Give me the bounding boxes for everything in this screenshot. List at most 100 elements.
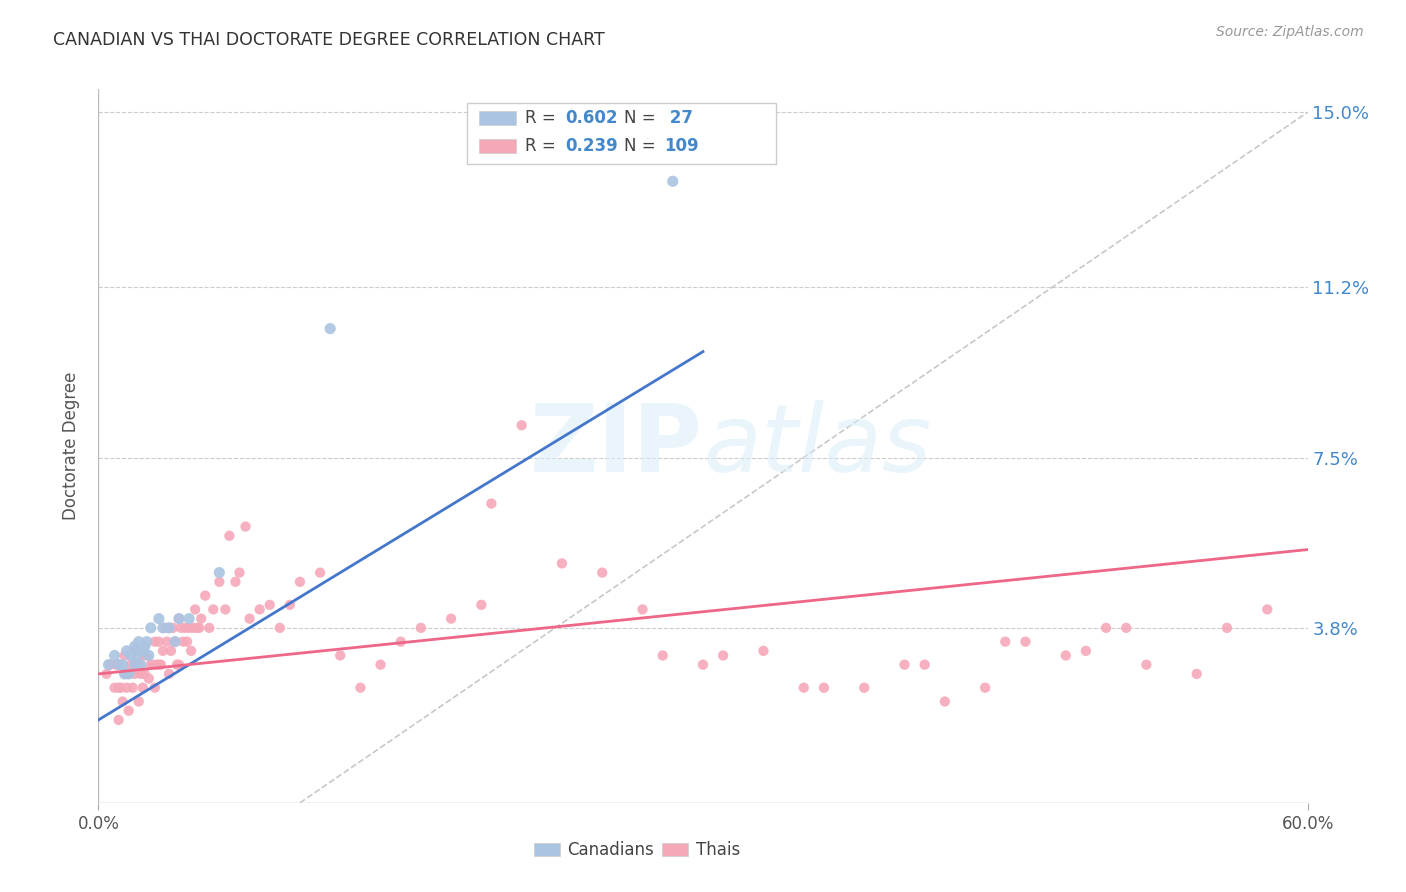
Point bbox=[107, 657, 129, 672]
Point bbox=[208, 566, 231, 580]
Point bbox=[148, 612, 170, 626]
Point bbox=[692, 657, 714, 672]
Point bbox=[132, 648, 155, 663]
Point bbox=[103, 681, 125, 695]
Point bbox=[235, 519, 257, 533]
Point bbox=[349, 681, 371, 695]
Point bbox=[409, 621, 432, 635]
Text: N =: N = bbox=[624, 109, 661, 127]
Point bbox=[156, 634, 179, 648]
Point bbox=[1115, 621, 1137, 635]
Point bbox=[470, 598, 492, 612]
Point bbox=[148, 657, 170, 672]
Point bbox=[793, 681, 815, 695]
Point bbox=[111, 657, 134, 672]
Point bbox=[188, 621, 211, 635]
Point bbox=[152, 644, 174, 658]
Point bbox=[174, 621, 197, 635]
Point bbox=[1095, 621, 1118, 635]
Text: Canadians: Canadians bbox=[568, 841, 654, 859]
Point bbox=[1054, 648, 1077, 663]
Point bbox=[1014, 634, 1036, 648]
Point bbox=[124, 640, 146, 654]
Point bbox=[166, 657, 188, 672]
Point bbox=[893, 657, 915, 672]
Point bbox=[139, 621, 162, 635]
Point bbox=[96, 666, 118, 681]
Text: ZIP: ZIP bbox=[530, 400, 703, 492]
Point bbox=[125, 657, 148, 672]
Point bbox=[135, 648, 157, 663]
Text: R =: R = bbox=[526, 137, 561, 155]
Point bbox=[115, 681, 138, 695]
Text: Thais: Thais bbox=[696, 841, 740, 859]
Point bbox=[167, 612, 190, 626]
FancyBboxPatch shape bbox=[467, 103, 776, 164]
Point bbox=[121, 681, 143, 695]
Point bbox=[114, 666, 136, 681]
Point bbox=[389, 634, 412, 648]
Point bbox=[107, 681, 129, 695]
Point bbox=[163, 634, 186, 648]
Point bbox=[218, 529, 240, 543]
Point bbox=[124, 644, 146, 658]
Point bbox=[190, 612, 212, 626]
Point bbox=[551, 557, 574, 571]
Point bbox=[142, 657, 165, 672]
Point bbox=[214, 602, 236, 616]
Bar bbox=[479, 111, 516, 125]
Text: 27: 27 bbox=[664, 109, 693, 127]
Point bbox=[107, 713, 129, 727]
Point bbox=[202, 602, 225, 616]
Point bbox=[914, 657, 936, 672]
Point bbox=[143, 681, 166, 695]
Point bbox=[974, 681, 997, 695]
Point bbox=[125, 648, 148, 663]
Point bbox=[329, 648, 352, 663]
Point bbox=[128, 657, 150, 672]
Point bbox=[319, 321, 342, 335]
Point bbox=[115, 644, 138, 658]
Point bbox=[134, 640, 156, 654]
Text: CANADIAN VS THAI DOCTORATE DEGREE CORRELATION CHART: CANADIAN VS THAI DOCTORATE DEGREE CORREL… bbox=[53, 31, 605, 49]
Point bbox=[153, 621, 176, 635]
Point bbox=[224, 574, 246, 589]
Text: 0.602: 0.602 bbox=[565, 109, 617, 127]
Point bbox=[170, 621, 193, 635]
Point bbox=[278, 598, 301, 612]
Point bbox=[100, 657, 122, 672]
Point bbox=[1185, 666, 1208, 681]
Point bbox=[132, 681, 155, 695]
Point bbox=[118, 704, 141, 718]
Point bbox=[146, 657, 169, 672]
Bar bbox=[662, 844, 689, 856]
Point bbox=[309, 566, 332, 580]
Point bbox=[134, 666, 156, 681]
Point bbox=[370, 657, 392, 672]
Point bbox=[152, 621, 174, 635]
Text: N =: N = bbox=[624, 137, 661, 155]
Point bbox=[591, 566, 613, 580]
Point bbox=[139, 657, 162, 672]
Point bbox=[149, 657, 172, 672]
Point bbox=[994, 634, 1017, 648]
Point bbox=[228, 566, 250, 580]
Point bbox=[114, 666, 136, 681]
Point bbox=[129, 666, 152, 681]
Point bbox=[176, 634, 198, 648]
Point bbox=[124, 666, 146, 681]
Point bbox=[110, 681, 132, 695]
Point bbox=[162, 621, 184, 635]
Point bbox=[1135, 657, 1157, 672]
Point bbox=[259, 598, 281, 612]
Point bbox=[631, 602, 654, 616]
Point bbox=[103, 648, 125, 663]
Point bbox=[138, 672, 160, 686]
Point bbox=[135, 634, 157, 648]
Point bbox=[148, 634, 170, 648]
Point bbox=[143, 634, 166, 648]
Point bbox=[120, 648, 142, 663]
Point bbox=[440, 612, 463, 626]
Point bbox=[198, 621, 221, 635]
Y-axis label: Doctorate Degree: Doctorate Degree bbox=[62, 372, 80, 520]
